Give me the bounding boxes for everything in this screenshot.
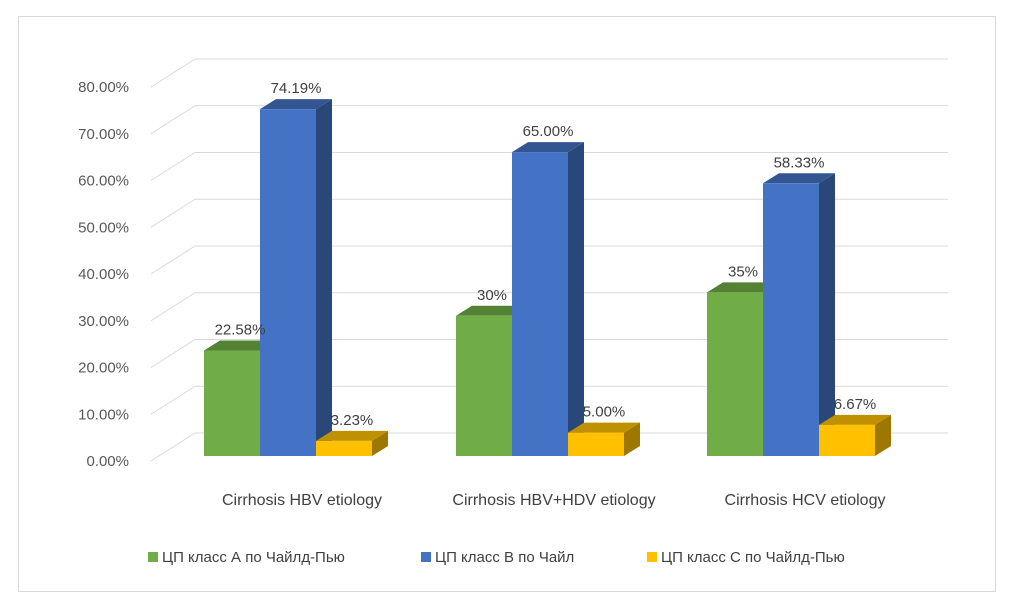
bar — [316, 440, 372, 456]
data-label: 74.19% — [271, 80, 322, 97]
bar-top — [316, 430, 388, 441]
bar-top — [568, 422, 640, 433]
data-label: 3.23% — [331, 412, 374, 429]
gridline-depth — [150, 432, 196, 462]
bar-top — [707, 282, 779, 293]
bar-side — [624, 422, 640, 456]
legend-swatch — [421, 552, 431, 562]
legend-label: ЦП класс А по Чайлд-Пью — [162, 549, 345, 566]
category-label: Cirrhosis HBV+HDV etiology — [452, 492, 655, 509]
data-label: 6.67% — [834, 396, 877, 413]
bar — [456, 315, 512, 456]
data-label: 22.58% — [215, 321, 266, 338]
gridline-depth — [150, 152, 196, 181]
data-labels: 22.58% 74.19% 3.23% 30% 65.00% 5.00% 35% 58.33%… — [215, 80, 877, 429]
bar-top — [763, 173, 835, 184]
bars — [204, 99, 891, 457]
data-label: 35% — [728, 263, 758, 280]
legend-swatch — [647, 552, 657, 562]
data-label: 5.00% — [583, 404, 626, 421]
bar-side — [316, 99, 332, 457]
gridline-depth — [150, 198, 196, 228]
legend-swatch — [148, 552, 158, 562]
category-label: Cirrhosis HCV etiology — [725, 492, 886, 509]
bar — [819, 424, 875, 456]
gridline-depth — [150, 339, 196, 368]
gridline-depth — [150, 292, 196, 322]
gridline-depth — [150, 105, 196, 135]
y-tick-label: 0.00% — [86, 453, 129, 470]
legend-label: ЦП класс В по Чайл — [435, 549, 574, 566]
bar-top — [204, 340, 276, 351]
y-tick-label: 70.00% — [78, 126, 129, 143]
y-axis-ticks: 0.00% 10.00% 20.00% 30.00% 40.00% 50.00% 60.00… — [78, 79, 129, 470]
bar-side — [372, 430, 388, 456]
bar-top — [512, 142, 584, 153]
y-tick-label: 40.00% — [78, 266, 129, 283]
gridline-depth — [150, 245, 196, 275]
data-label: 58.33% — [774, 154, 825, 171]
y-tick-label: 20.00% — [78, 360, 129, 377]
category-label: Cirrhosis HBV etiology — [222, 492, 382, 509]
data-label: 30% — [477, 287, 507, 304]
gridline-depth — [150, 385, 196, 415]
bar — [204, 350, 260, 456]
y-tick-label: 10.00% — [78, 406, 129, 423]
bar-top — [819, 414, 891, 425]
bar-top — [456, 305, 528, 316]
bar-side — [568, 142, 584, 456]
chart-frame: 0.00% 10.00% 20.00% 30.00% 40.00% 50.00% 60.00… — [18, 16, 996, 592]
y-tick-label: 30.00% — [78, 313, 129, 330]
bar-side — [819, 173, 835, 456]
category-labels: Cirrhosis HBV etiology Cirrhosis HBV+HDV … — [222, 492, 886, 509]
legend-label: ЦП класс С по Чайлд-Пью — [661, 549, 845, 566]
bar-top — [260, 99, 332, 110]
y-tick-label: 80.00% — [78, 79, 129, 96]
bar — [707, 292, 763, 456]
bar — [512, 152, 568, 456]
bar-side — [875, 414, 891, 456]
chart: 0.00% 10.00% 20.00% 30.00% 40.00% 50.00% 60.00… — [78, 58, 948, 566]
legend: ЦП класс А по Чайлд-Пью ЦП класс В по Чай… — [148, 549, 845, 566]
bar — [260, 109, 316, 457]
data-label: 65.00% — [523, 123, 574, 140]
bar — [763, 183, 819, 456]
y-tick-label: 50.00% — [78, 219, 129, 236]
gridline-depth — [150, 58, 196, 88]
bar — [568, 432, 624, 456]
y-tick-label: 60.00% — [78, 173, 129, 190]
